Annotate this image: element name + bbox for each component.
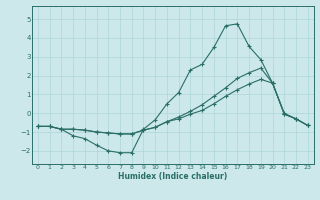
X-axis label: Humidex (Indice chaleur): Humidex (Indice chaleur) (118, 172, 228, 181)
